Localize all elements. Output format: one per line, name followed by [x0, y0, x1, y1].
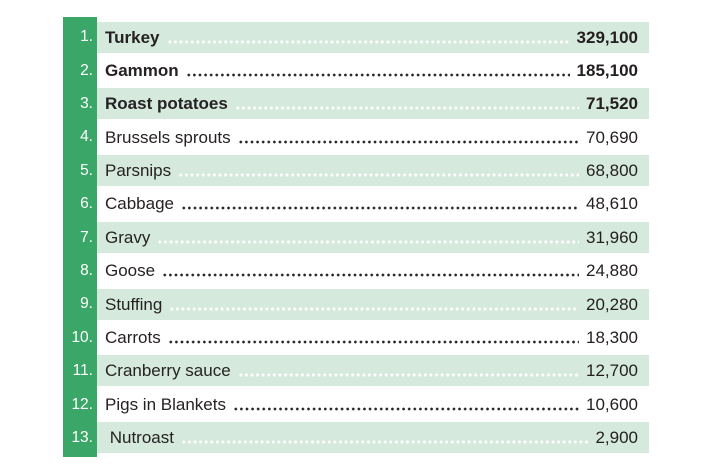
row-band: Gammon 185,100 [97, 54, 649, 86]
rank-label: 6. [80, 195, 93, 213]
item-value: 20,280 [586, 294, 638, 314]
rank-label: 10. [71, 328, 93, 346]
dot-leader [169, 288, 579, 320]
row-band: Roast potatoes 71,520 [97, 88, 649, 120]
table-row: 10. Carrots 18,300 [63, 322, 649, 354]
item-value: 24,880 [586, 261, 638, 281]
row-band: Stuffing 20,280 [97, 288, 649, 320]
item-name: Parsnips [105, 161, 172, 181]
table-row: 3. Roast potatoes 71,520 [63, 88, 649, 120]
row-band: Gravy 31,960 [97, 221, 649, 253]
item-value: 2,900 [595, 428, 638, 448]
row-band: Turkey 329,100 [97, 21, 649, 53]
table-row: 1. Turkey 329,100 [63, 21, 649, 53]
item-name: Carrots [105, 328, 161, 348]
dot-leader [180, 422, 589, 454]
row-band: Cabbage 48,610 [97, 188, 649, 220]
item-value: 10,600 [586, 394, 638, 414]
dot-leader [166, 21, 570, 53]
item-name: Pigs in Blankets [105, 394, 226, 414]
item-value: 185,100 [576, 60, 638, 80]
row-band: Nutroast 2,900 [97, 422, 649, 454]
table-row: 8. Goose 24,880 [63, 255, 649, 287]
dot-leader [234, 88, 579, 120]
dot-leader [185, 54, 570, 86]
item-value: 18,300 [586, 328, 638, 348]
row-band: Parsnips 68,800 [97, 155, 649, 187]
item-value: 70,690 [586, 127, 638, 147]
item-name: Gravy [105, 227, 151, 247]
table-row: 11. Cranberry sauce 12,700 [63, 355, 649, 387]
table-row: 7. Gravy 31,960 [63, 221, 649, 253]
rank-label: 11. [72, 362, 93, 380]
rank-label: 13. [71, 428, 93, 446]
row-band: Pigs in Blankets 10,600 [97, 388, 649, 420]
ranked-rows: 1. Turkey 329,100 2. Gammon 185,100 3. [63, 17, 649, 457]
item-name: Nutroast [105, 428, 174, 448]
item-name: Brussels sprouts [105, 127, 231, 147]
dot-leader [157, 221, 579, 253]
row-band: Cranberry sauce 12,700 [97, 355, 649, 387]
ranked-list: 1. Turkey 329,100 2. Gammon 185,100 3. [63, 17, 649, 458]
dot-leader [167, 322, 579, 354]
rank-label: 8. [80, 261, 93, 279]
rank-label: 9. [80, 295, 93, 313]
table-row: 5. Parsnips 68,800 [63, 155, 649, 187]
dot-leader [237, 355, 579, 387]
rank-label: 7. [80, 228, 93, 246]
item-value: 329,100 [576, 27, 638, 47]
item-name: Goose [105, 261, 156, 281]
item-name: Roast potatoes [105, 94, 228, 114]
item-value: 31,960 [586, 227, 638, 247]
rank-label: 3. [80, 95, 93, 113]
dot-leader [178, 155, 579, 187]
rank-label: 1. [80, 28, 93, 46]
dot-leader [181, 188, 579, 220]
item-name: Cranberry sauce [105, 361, 231, 381]
dot-leader [237, 121, 579, 153]
table-row: 2. Gammon 185,100 [63, 54, 649, 86]
rank-number-rail [63, 17, 97, 458]
item-name: Stuffing [105, 294, 163, 314]
item-name: Cabbage [105, 194, 175, 214]
row-band: Carrots 18,300 [97, 322, 649, 354]
dot-leader [162, 255, 579, 287]
rank-label: 4. [80, 128, 93, 146]
table-row: 12. Pigs in Blankets 10,600 [63, 388, 649, 420]
row-band: Goose 24,880 [97, 255, 649, 287]
table-row: 9. Stuffing 20,280 [63, 288, 649, 320]
rank-label: 2. [80, 61, 93, 79]
item-value: 68,800 [586, 161, 638, 181]
table-row: 4. Brussels sprouts 70,690 [63, 121, 649, 153]
row-band: Brussels sprouts 70,690 [97, 121, 649, 153]
item-name: Gammon [105, 60, 179, 80]
item-name: Turkey [105, 27, 160, 47]
dot-leader [232, 388, 579, 420]
item-value: 48,610 [586, 194, 638, 214]
item-value: 12,700 [586, 361, 638, 381]
table-row: 13. Nutroast 2,900 [63, 422, 649, 454]
rank-label: 12. [71, 395, 93, 413]
table-row: 6. Cabbage 48,610 [63, 188, 649, 220]
item-value: 71,520 [586, 94, 638, 114]
rank-label: 5. [80, 161, 93, 179]
